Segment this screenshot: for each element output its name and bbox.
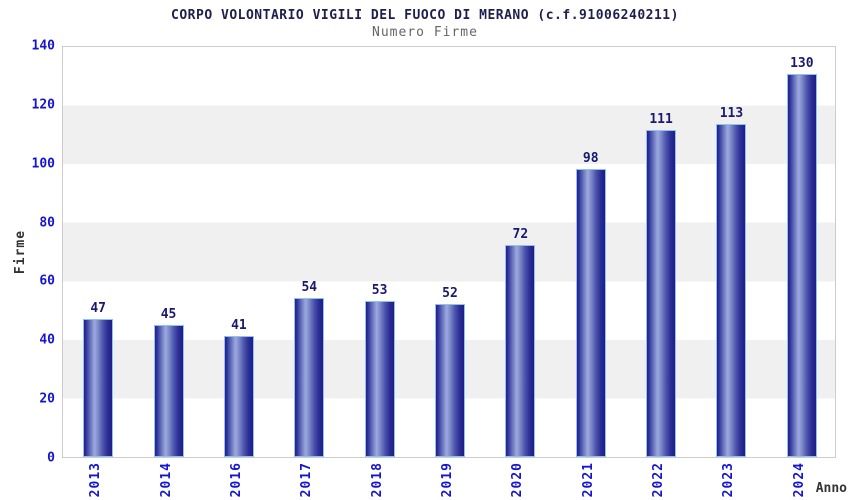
bar-value-label: 111 bbox=[649, 112, 673, 127]
bar-value-label: 72 bbox=[512, 227, 529, 242]
x-tick-label: 2018 bbox=[370, 462, 385, 498]
bar-2019 bbox=[435, 304, 465, 457]
chart-title: CORPO VOLONTARIO VIGILI DEL FUOCO DI MER… bbox=[171, 8, 679, 23]
x-axis-label: Anno bbox=[815, 481, 847, 496]
x-tick-label: 2014 bbox=[159, 462, 174, 498]
bar-2017 bbox=[294, 298, 324, 457]
y-tick-label: 60 bbox=[39, 273, 55, 289]
chart-subtitle: Numero Firme bbox=[372, 25, 478, 40]
x-tick-label: 2019 bbox=[440, 462, 455, 498]
y-tick-label: 140 bbox=[31, 38, 55, 54]
bar-value-label: 54 bbox=[301, 280, 318, 295]
bar-value-label: 98 bbox=[582, 151, 599, 166]
y-tick-label: 40 bbox=[39, 332, 55, 348]
x-tick-label: 2021 bbox=[581, 462, 596, 498]
y-tick-label: 80 bbox=[39, 215, 55, 231]
bar-value-label: 130 bbox=[790, 56, 814, 71]
y-tick-label: 120 bbox=[31, 97, 55, 113]
y-tick-label: 100 bbox=[31, 156, 55, 172]
x-tick-label: 2024 bbox=[792, 462, 807, 498]
bar-value-label: 113 bbox=[719, 106, 744, 121]
bar-2022 bbox=[646, 130, 676, 457]
bar-value-label: 52 bbox=[442, 286, 458, 301]
bar-value-label: 45 bbox=[160, 307, 177, 322]
bar-2023 bbox=[716, 124, 746, 457]
x-tick-label: 2013 bbox=[88, 462, 103, 498]
bar-value-label: 53 bbox=[371, 283, 388, 298]
plot-area: 47 45 41 54 53 52 72 98 111 113 130 bbox=[62, 46, 836, 458]
x-tick-label: 2023 bbox=[721, 462, 736, 498]
x-tick-label: 2022 bbox=[651, 462, 666, 498]
x-tick-label: 2020 bbox=[510, 462, 525, 498]
y-tick-label: 0 bbox=[47, 450, 55, 466]
x-tick-label: 2017 bbox=[299, 462, 314, 498]
y-tick-label: 20 bbox=[39, 391, 55, 407]
bar-2014 bbox=[154, 325, 184, 457]
bar-2013 bbox=[83, 319, 113, 457]
bar-2018 bbox=[365, 301, 395, 457]
bar-value-label: 47 bbox=[90, 301, 106, 316]
bar-2021 bbox=[576, 169, 606, 457]
bar-2020 bbox=[505, 245, 535, 457]
bar-value-label: 41 bbox=[231, 318, 247, 333]
bar-2024 bbox=[787, 74, 817, 457]
x-tick-label: 2016 bbox=[229, 462, 244, 498]
bar-2016 bbox=[224, 336, 254, 457]
y-axis-label: Firme bbox=[13, 229, 28, 275]
